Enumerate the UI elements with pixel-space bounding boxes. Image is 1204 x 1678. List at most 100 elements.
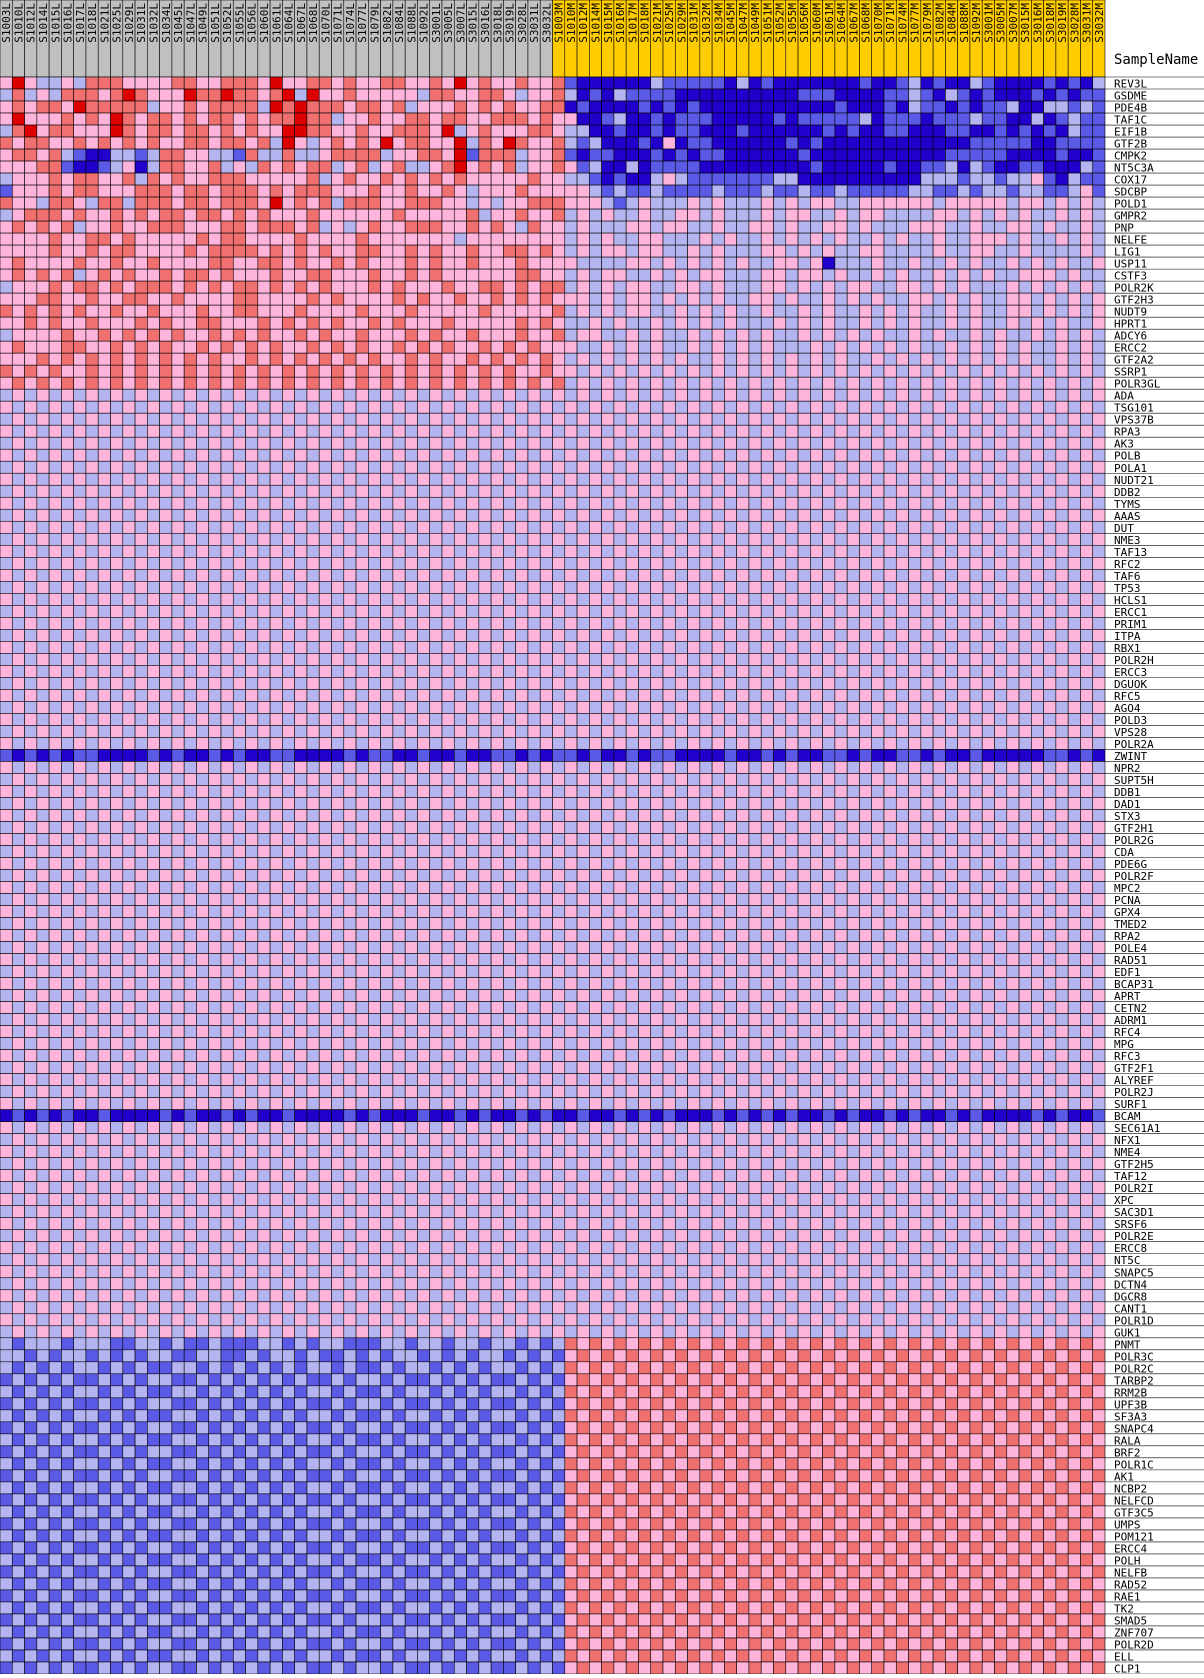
- heatmap-cell: [674, 496, 688, 510]
- heatmap-cell: [36, 460, 50, 474]
- heatmap-cell: [1092, 593, 1106, 606]
- heatmap-cell: [331, 532, 345, 546]
- heatmap-cell: [576, 136, 590, 150]
- heatmap-cell: [760, 677, 774, 690]
- heatmap-cell: [453, 689, 467, 702]
- heatmap-cell: [355, 484, 369, 498]
- heatmap-cell: [36, 629, 50, 642]
- heatmap-cell: [674, 544, 688, 558]
- heatmap-cell: [957, 124, 971, 138]
- heatmap-cell: [122, 124, 136, 138]
- heatmap-cell: [711, 148, 725, 162]
- heatmap-cell: [773, 532, 787, 546]
- heatmap-cell: [404, 112, 418, 126]
- heatmap-cell: [1006, 220, 1020, 234]
- heatmap-cell: [564, 352, 578, 366]
- heatmap-cell: [552, 388, 566, 402]
- heatmap-cell: [36, 388, 50, 402]
- heatmap-cell: [73, 677, 87, 690]
- heatmap-cell: [441, 544, 455, 558]
- heatmap-cell: [625, 677, 639, 690]
- heatmap-cell: [760, 484, 774, 498]
- heatmap-cell: [859, 76, 873, 90]
- heatmap-cell: [294, 388, 308, 402]
- heatmap-cell: [601, 472, 615, 486]
- heatmap-cell: [859, 208, 873, 222]
- heatmap-cell: [760, 148, 774, 162]
- heatmap-cell: [613, 412, 627, 426]
- heatmap-cell: [613, 544, 627, 558]
- heatmap-cell: [1031, 328, 1044, 342]
- heatmap-cell: [208, 508, 222, 522]
- heatmap-cell: [294, 653, 308, 666]
- heatmap-cell: [503, 160, 516, 174]
- heatmap-cell: [490, 653, 504, 666]
- heatmap-cell: [404, 436, 418, 450]
- heatmap-cell: [601, 484, 615, 498]
- heatmap-cell: [773, 424, 787, 438]
- heatmap-cell: [760, 124, 774, 138]
- heatmap-cell: [73, 244, 87, 258]
- heatmap-cell: [1031, 484, 1044, 498]
- heatmap-cell: [785, 268, 799, 282]
- heatmap-cell: [196, 484, 210, 498]
- heatmap-cell: [318, 124, 332, 138]
- heatmap-cell: [392, 484, 406, 498]
- heatmap-cell: [147, 220, 160, 234]
- heatmap-cell: [981, 268, 995, 282]
- heatmap-cell: [282, 316, 295, 330]
- heatmap-cell: [724, 436, 737, 450]
- heatmap-cell: [601, 605, 615, 618]
- heatmap-cell: [61, 316, 74, 330]
- heatmap-cell: [196, 689, 210, 702]
- heatmap-cell: [0, 629, 13, 642]
- heatmap-cell: [11, 424, 25, 438]
- heatmap-cell: [932, 617, 946, 630]
- heatmap-cell: [0, 653, 13, 666]
- heatmap-cell: [797, 268, 811, 282]
- heatmap-cell: [24, 581, 38, 594]
- heatmap-cell: [1018, 364, 1032, 378]
- heatmap-cell: [147, 292, 160, 306]
- heatmap-cell: [147, 388, 160, 402]
- heatmap-cell: [1006, 424, 1020, 438]
- heatmap-cell: [85, 232, 99, 246]
- heatmap-cell: [220, 292, 234, 306]
- heatmap-cell: [73, 124, 87, 138]
- heatmap-cell: [245, 268, 259, 282]
- heatmap-cell: [417, 412, 431, 426]
- heatmap-cell: [245, 256, 259, 270]
- heatmap-cell: [147, 196, 160, 210]
- heatmap-cell: [478, 232, 492, 246]
- heatmap-cell: [48, 304, 62, 318]
- heatmap-cell: [355, 569, 369, 582]
- heatmap-cell: [724, 400, 737, 414]
- heatmap-cell: [810, 424, 823, 438]
- heatmap-cell: [601, 629, 615, 642]
- heatmap-cell: [674, 172, 688, 186]
- heatmap-cell: [859, 581, 873, 594]
- heatmap-cell: [1055, 112, 1069, 126]
- heatmap-cell: [429, 340, 443, 354]
- heatmap-cell: [294, 280, 308, 294]
- heatmap-cell: [981, 124, 995, 138]
- heatmap-cell: [601, 208, 615, 222]
- heatmap-cell: [945, 593, 958, 606]
- heatmap-cell: [306, 412, 320, 426]
- heatmap-cell: [908, 304, 922, 318]
- heatmap-cell: [11, 460, 25, 474]
- heatmap-cell: [711, 605, 725, 618]
- heatmap-cell: [478, 136, 492, 150]
- heatmap-cell: [392, 292, 406, 306]
- heatmap-cell: [834, 448, 848, 462]
- heatmap-cell: [601, 112, 615, 126]
- heatmap-cell: [834, 280, 848, 294]
- heatmap-cell: [294, 593, 308, 606]
- heatmap-cell: [601, 352, 615, 366]
- heatmap-cell: [883, 88, 897, 102]
- heatmap-cell: [846, 460, 860, 474]
- heatmap-cell: [61, 593, 74, 606]
- heatmap-cell: [687, 112, 701, 126]
- heatmap-cell: [994, 220, 1008, 234]
- heatmap-cell: [343, 328, 357, 342]
